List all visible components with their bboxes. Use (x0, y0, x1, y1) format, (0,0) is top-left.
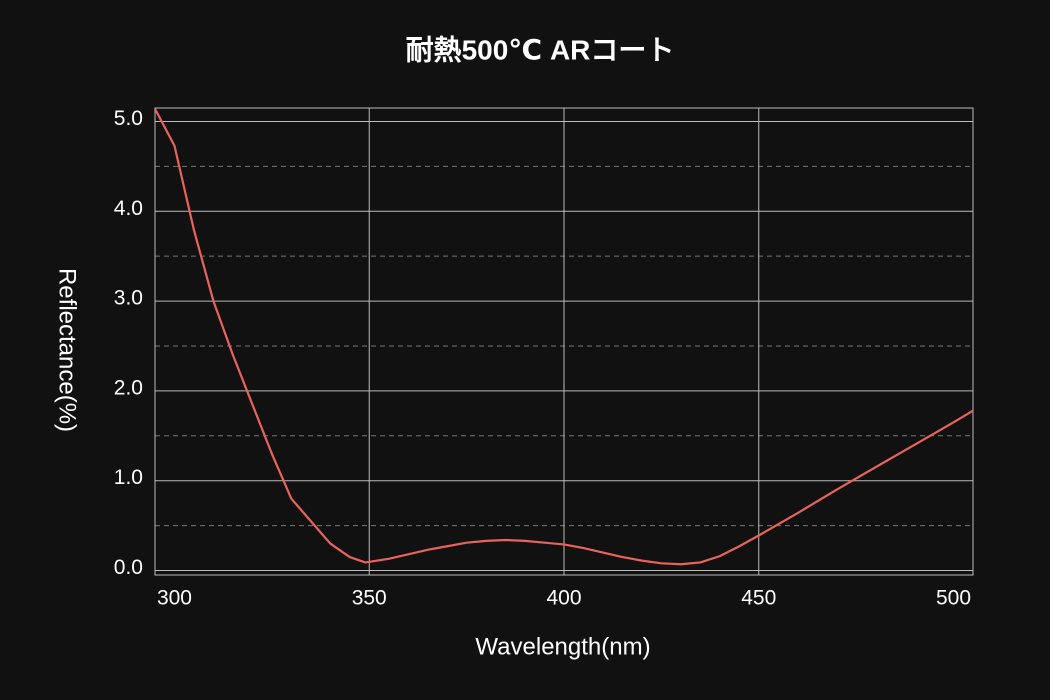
y-tick-label: 4.0 (114, 197, 143, 220)
y-tick-label: 1.0 (114, 466, 143, 489)
plot-frame (154, 107, 974, 576)
x-tick-label: 400 (546, 587, 581, 610)
y-tick-label: 2.0 (114, 376, 143, 399)
y-tick-label: 5.0 (114, 107, 143, 130)
x-tick-label: 500 (936, 587, 971, 610)
chart-title: 耐熱500℃ ARコート (406, 34, 675, 65)
y-axis-label: Reflectance(%) (54, 268, 81, 432)
y-tick-label: 0.0 (114, 556, 143, 579)
x-tick-label: 350 (352, 587, 387, 610)
x-tick-label: 300 (157, 587, 192, 610)
data-line (154, 108, 974, 566)
x-axis-label: Wavelength(nm) (475, 633, 650, 660)
x-tick-label: 450 (741, 587, 776, 610)
y-tick-label: 3.0 (114, 287, 143, 310)
